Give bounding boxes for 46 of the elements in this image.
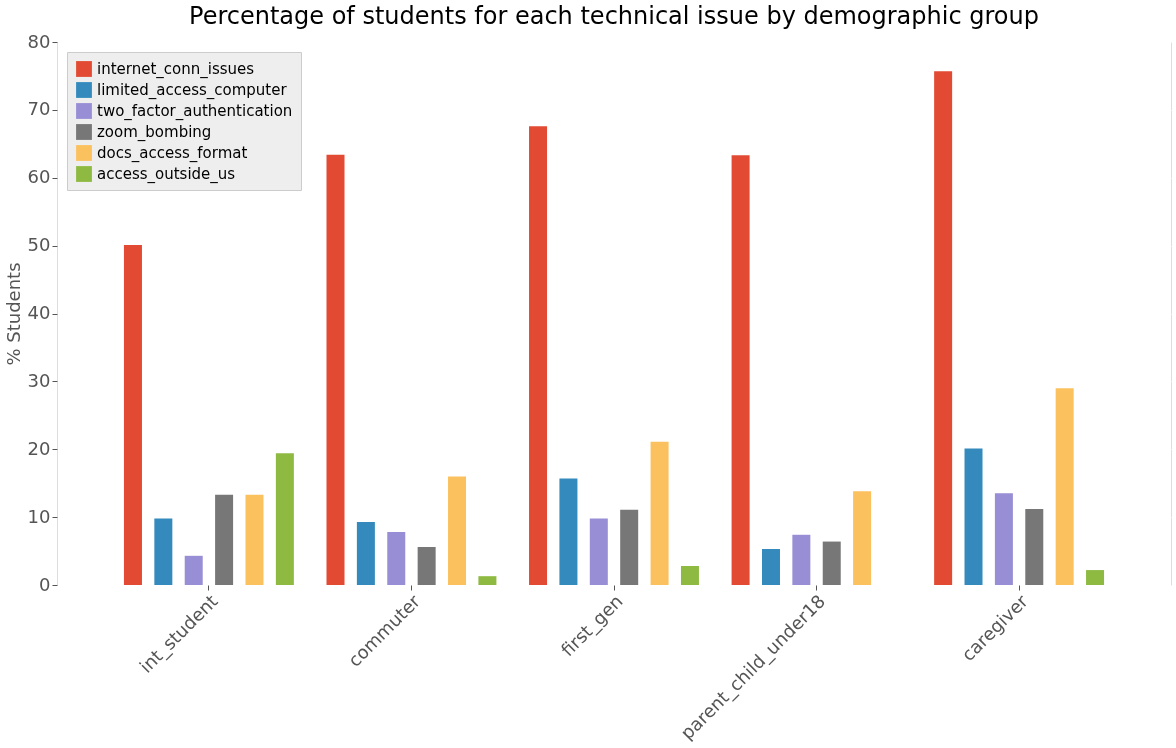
legend-label: docs_access_format xyxy=(97,144,248,163)
y-tick-label: 70 xyxy=(27,98,51,120)
bar xyxy=(154,518,173,585)
legend-label: zoom_bombing xyxy=(97,123,212,142)
bar xyxy=(559,478,578,585)
bar xyxy=(123,244,142,585)
chart-title: Percentage of students for each technical issue by demographic group xyxy=(189,2,1039,30)
y-tick-label: 20 xyxy=(27,437,51,459)
bar xyxy=(529,126,548,585)
bar xyxy=(215,494,234,585)
bar xyxy=(680,566,699,585)
bar xyxy=(184,555,203,585)
bar xyxy=(1055,388,1074,585)
bar xyxy=(356,521,375,585)
bar xyxy=(1025,508,1044,585)
bar xyxy=(387,532,406,585)
legend-label: limited_access_computer xyxy=(97,81,288,100)
y-tick-label: 0 xyxy=(39,573,51,595)
bar xyxy=(650,441,669,585)
y-tick-label: 40 xyxy=(27,302,51,323)
bar xyxy=(731,155,750,585)
legend-label: two_factor_authentication xyxy=(97,102,293,121)
bar xyxy=(275,453,294,585)
bar xyxy=(1086,570,1105,585)
legend-label: internet_conn_issues xyxy=(97,60,255,79)
y-tick-label: 80 xyxy=(27,30,51,52)
bar xyxy=(448,476,467,585)
bar xyxy=(792,534,811,585)
y-tick-label: 30 xyxy=(27,369,51,391)
bar xyxy=(326,154,345,585)
bar xyxy=(589,518,608,585)
bar xyxy=(853,491,872,585)
bar xyxy=(245,494,264,585)
bar xyxy=(761,549,780,585)
bar xyxy=(994,493,1013,585)
bar xyxy=(620,509,639,585)
bar xyxy=(478,576,497,585)
legend-label: access_outside_us xyxy=(97,165,236,184)
bar xyxy=(964,448,983,585)
y-tick-label: 10 xyxy=(27,505,51,527)
y-tick-label: 50 xyxy=(27,234,51,256)
bar xyxy=(934,71,953,585)
bar xyxy=(822,541,841,585)
bar xyxy=(417,546,436,585)
y-tick-label: 60 xyxy=(27,166,51,188)
y-axis-title: % Students xyxy=(2,262,24,366)
